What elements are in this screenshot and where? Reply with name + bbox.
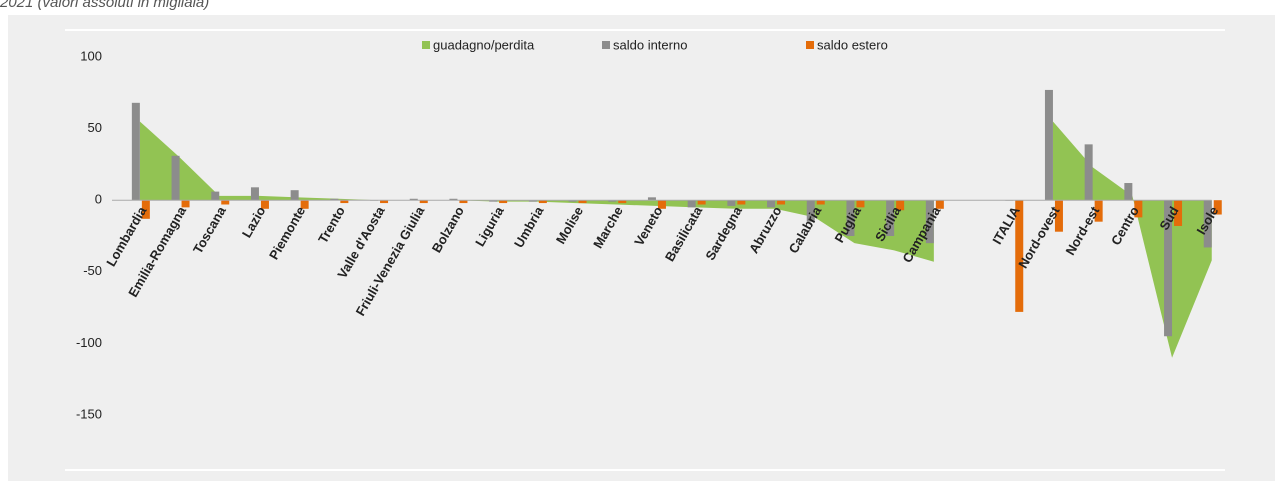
bar xyxy=(250,187,259,201)
bar xyxy=(806,200,815,222)
bar xyxy=(538,200,547,204)
bar xyxy=(459,200,468,204)
bar xyxy=(1134,200,1143,218)
bar xyxy=(618,200,627,204)
y-tick-label: 50 xyxy=(88,120,102,135)
legend-label: guadagno/perdita xyxy=(433,37,535,52)
bar xyxy=(1054,200,1063,232)
bar xyxy=(131,102,140,201)
bar xyxy=(211,191,220,201)
bar xyxy=(141,200,150,219)
bar xyxy=(330,198,339,201)
bar xyxy=(449,198,458,201)
legend-swatch xyxy=(422,41,430,49)
bar xyxy=(380,200,389,204)
bar xyxy=(886,200,895,236)
legend-label: saldo interno xyxy=(613,37,687,52)
bar xyxy=(697,200,706,205)
bar xyxy=(578,200,587,204)
bar xyxy=(340,200,349,204)
bar xyxy=(767,200,776,208)
bar xyxy=(687,200,696,208)
legend-swatch xyxy=(806,41,814,49)
bar xyxy=(1094,200,1103,222)
bar xyxy=(528,200,537,202)
bar xyxy=(1015,200,1024,312)
y-tick-label: -150 xyxy=(76,406,102,421)
bar xyxy=(1164,200,1173,337)
bar xyxy=(737,200,746,205)
bar xyxy=(171,155,180,201)
bar xyxy=(181,200,190,208)
legend-label: saldo estero xyxy=(817,37,888,52)
bar xyxy=(221,200,230,205)
bar xyxy=(856,200,865,208)
bar xyxy=(846,200,855,236)
bar xyxy=(260,200,269,209)
bar xyxy=(419,200,428,204)
y-tick-label: -50 xyxy=(83,263,102,278)
legend-swatch xyxy=(602,41,610,49)
bar xyxy=(409,198,418,201)
bar xyxy=(896,200,905,211)
bar xyxy=(777,200,786,205)
bar xyxy=(1213,200,1222,215)
bar xyxy=(657,200,666,209)
y-tick-label: 0 xyxy=(95,192,102,207)
bar xyxy=(1124,183,1133,201)
subtitle: 2021 (valori assoluti in migliaia) xyxy=(0,0,209,11)
y-tick-label: 100 xyxy=(80,48,102,63)
bar xyxy=(568,200,577,202)
bar xyxy=(1203,200,1212,248)
bar xyxy=(935,200,944,209)
bar xyxy=(1174,200,1183,226)
bar xyxy=(608,200,617,202)
bar xyxy=(727,200,736,206)
bar xyxy=(1044,89,1053,201)
bar xyxy=(1084,144,1093,201)
bar xyxy=(647,197,656,201)
chart-background xyxy=(8,15,1275,481)
bar xyxy=(489,200,498,202)
bar xyxy=(816,200,825,205)
bar xyxy=(499,200,508,204)
y-tick-label: -100 xyxy=(76,335,102,350)
bar xyxy=(290,190,299,201)
bar xyxy=(925,200,934,244)
bar xyxy=(300,200,309,209)
